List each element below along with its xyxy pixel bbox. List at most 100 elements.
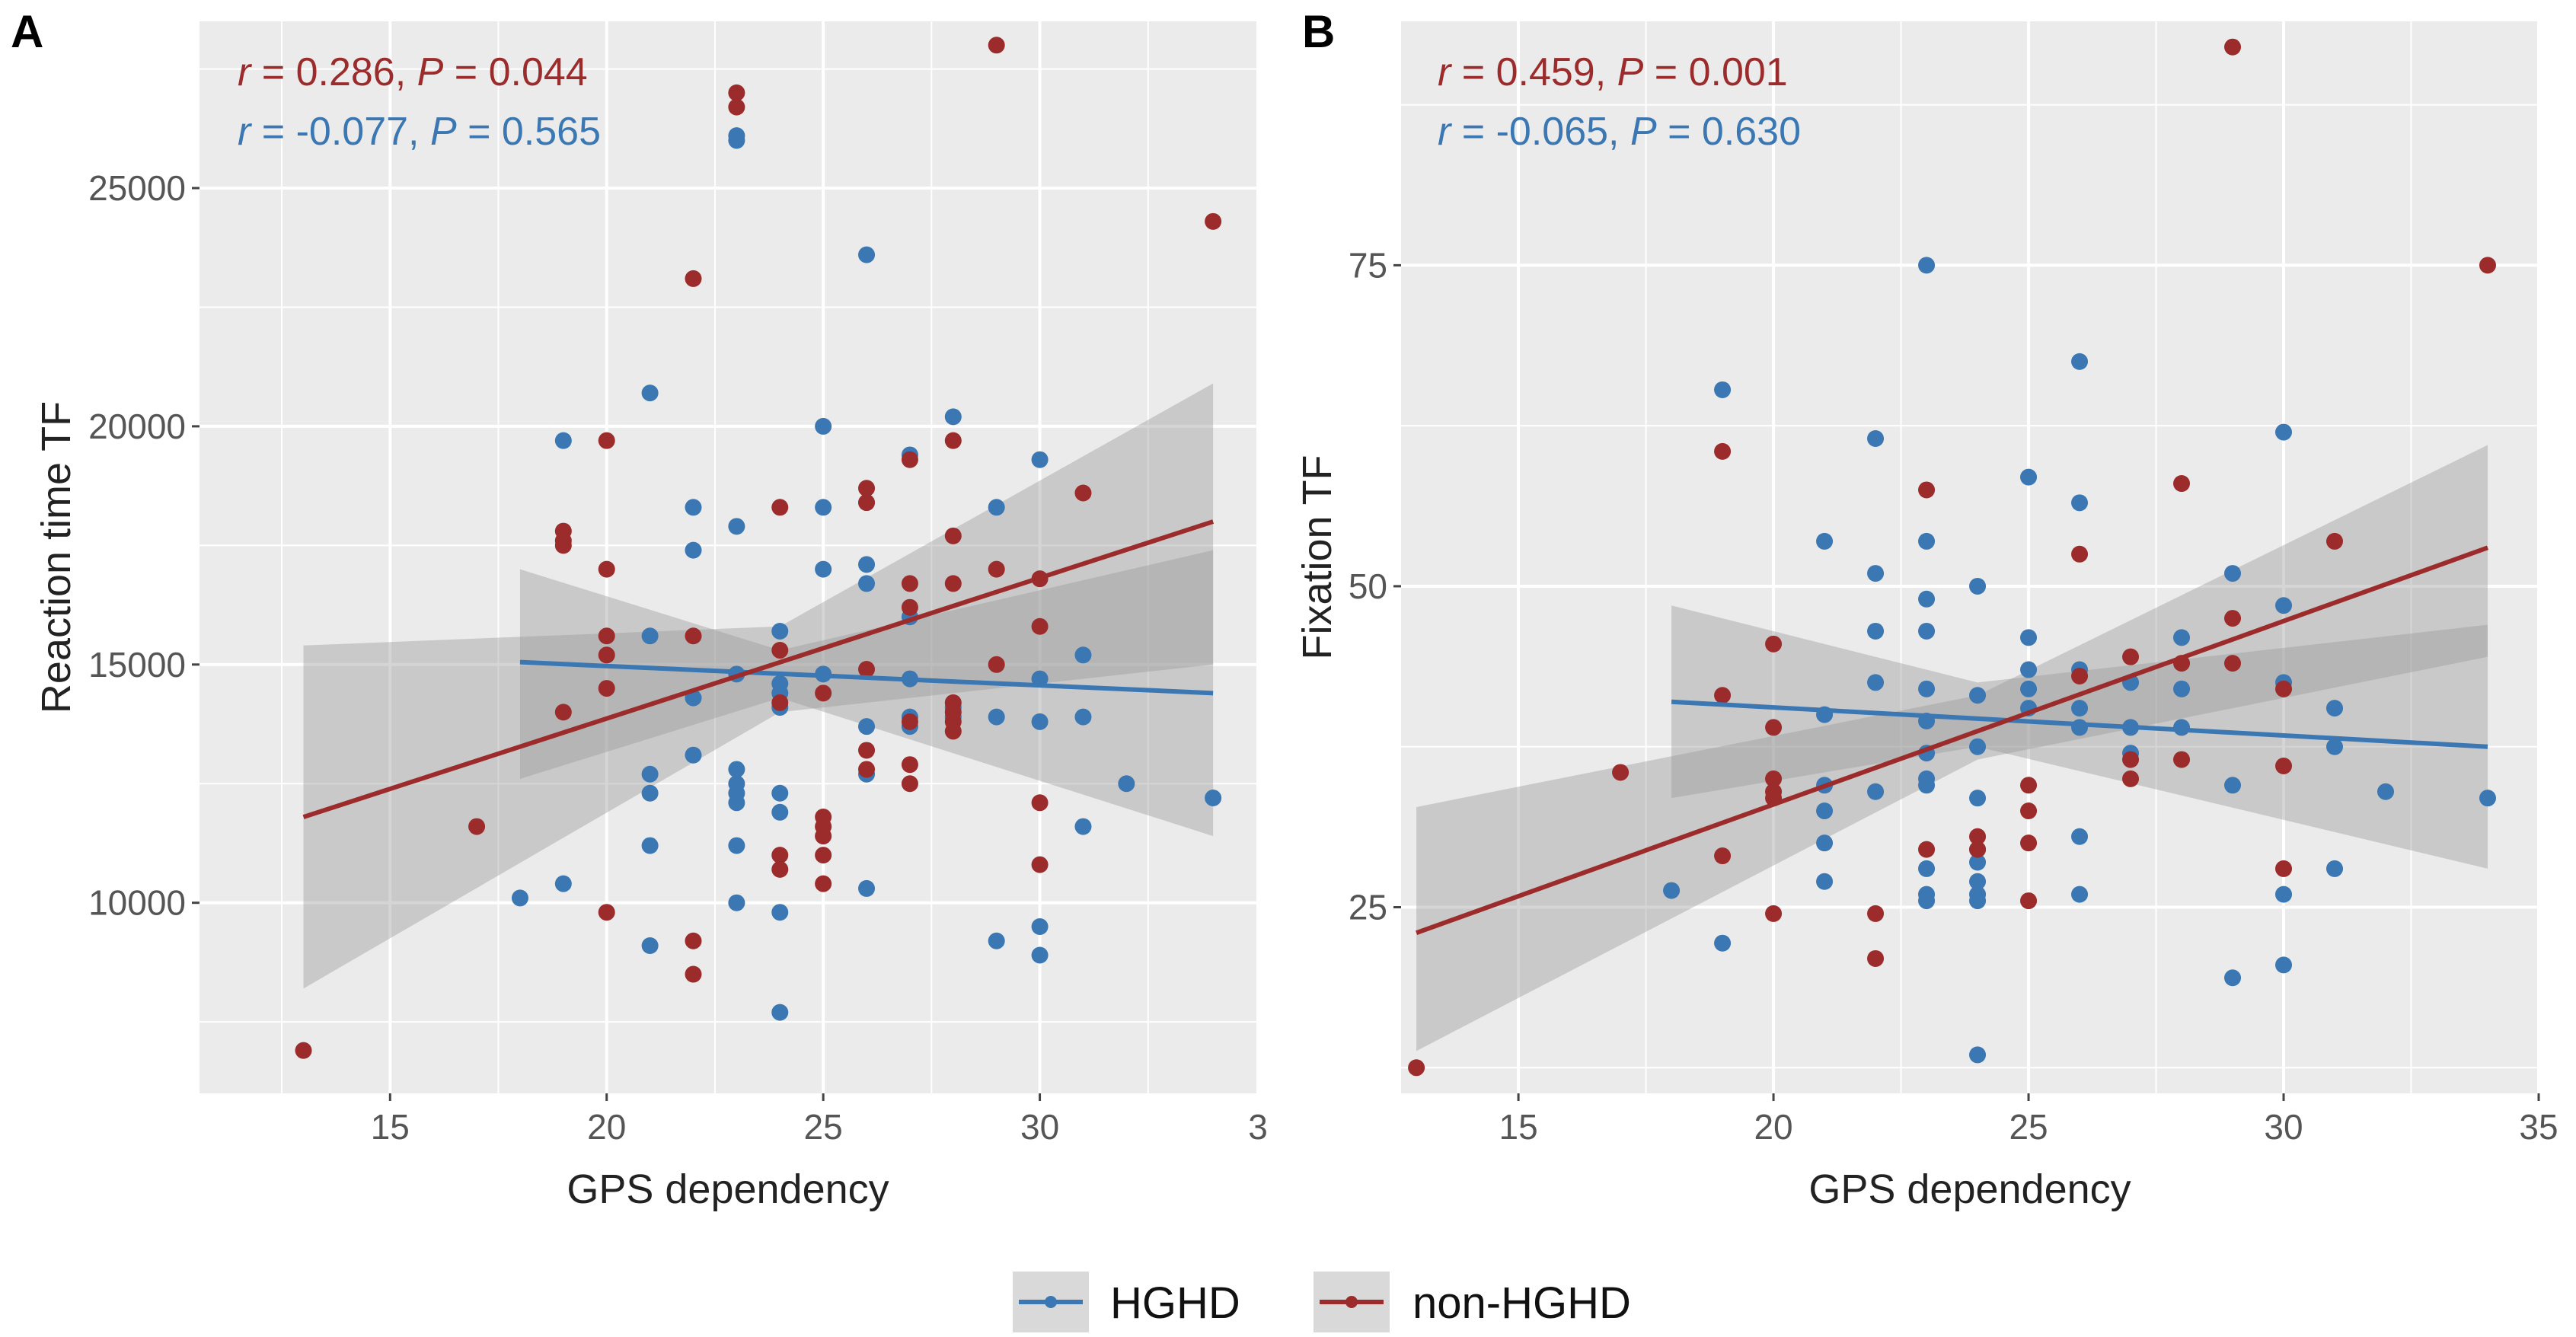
point-non-hghd	[2275, 680, 2293, 697]
point-hghd	[728, 518, 745, 535]
point-non-hghd	[728, 84, 745, 101]
stat-r-value: = 0.459,	[1451, 50, 1617, 94]
point-non-hghd	[1031, 856, 1049, 873]
point-hghd	[988, 708, 1005, 726]
x-tick-label: 15	[1499, 1107, 1538, 1147]
confidence-band-non-hghd	[1416, 445, 2488, 1051]
point-non-hghd	[858, 480, 876, 497]
point-non-hghd	[1918, 481, 1936, 499]
point-non-hghd	[771, 642, 789, 659]
point-non-hghd	[685, 932, 702, 949]
point-hghd	[2275, 423, 2293, 441]
point-non-hghd	[858, 761, 876, 778]
point-hghd	[858, 246, 876, 263]
point-non-hghd	[901, 756, 918, 774]
point-hghd	[858, 556, 876, 573]
point-hghd	[641, 627, 659, 645]
panel-b-fit-lines	[1416, 545, 2489, 936]
panel-b-plot-area	[1401, 21, 2539, 1093]
point-non-hghd	[858, 661, 876, 678]
y-tick-label: 50	[1349, 566, 1387, 606]
stat-p-symbol: P	[417, 50, 444, 94]
x-tick-label: 20	[1754, 1107, 1792, 1147]
point-hghd	[728, 894, 745, 911]
legend-label-hghd: HGHD	[1110, 1278, 1240, 1328]
point-hghd	[2224, 969, 2242, 987]
legend-label-non-hghd: non-HGHD	[1412, 1278, 1631, 1328]
point-hghd	[728, 132, 745, 149]
point-non-hghd	[858, 742, 876, 759]
panel-a-fit-lines	[302, 519, 1215, 819]
y-tick-label: 15000	[88, 645, 186, 684]
point-hghd	[2326, 738, 2344, 755]
point-non-hghd	[2275, 758, 2293, 775]
point-hghd	[1969, 892, 1987, 910]
point-non-hghd	[2224, 610, 2242, 627]
point-non-hghd	[815, 828, 832, 845]
panel-a-tag: A	[11, 6, 43, 57]
stat-p-symbol: P	[1617, 50, 1644, 94]
point-hghd	[1205, 790, 1222, 807]
point-hghd	[815, 417, 832, 435]
point-hghd	[2224, 777, 2242, 794]
point-hghd	[1918, 892, 1936, 910]
point-hghd	[1816, 873, 1834, 890]
point-hghd	[1074, 708, 1092, 726]
legend-dot-non-hghd	[1345, 1296, 1358, 1308]
point-non-hghd	[944, 527, 962, 544]
point-hghd	[2275, 597, 2293, 614]
point-non-hghd	[2020, 777, 2038, 794]
panel-a-stat-non-hghd: r = 0.286, P = 0.044	[238, 50, 588, 94]
point-hghd	[1118, 775, 1135, 793]
stat-p-symbol: P	[430, 110, 457, 154]
panel-a-points	[295, 37, 1222, 1059]
stat-r-symbol: r	[238, 50, 253, 94]
point-non-hghd	[815, 847, 832, 864]
point-non-hghd	[685, 627, 702, 645]
point-hghd	[641, 837, 659, 854]
point-non-hghd	[1408, 1059, 1425, 1077]
point-non-hghd	[1765, 770, 1783, 787]
point-hghd	[2071, 719, 2089, 736]
panel-b-stat-hghd: r = -0.065, P = 0.630	[1438, 110, 1801, 154]
x-tick-label: 30	[2264, 1107, 2303, 1147]
x-tick-label: 35	[2519, 1107, 2558, 1147]
point-non-hghd	[2224, 655, 2242, 672]
point-hghd	[641, 784, 659, 802]
point-hghd	[815, 499, 832, 516]
point-non-hghd	[2071, 545, 2089, 563]
confidence-band-hghd	[1671, 605, 2488, 869]
point-non-hghd	[295, 1042, 312, 1059]
stat-r-value: = -0.077,	[251, 110, 430, 154]
point-hghd	[771, 622, 789, 640]
point-hghd	[1867, 622, 1885, 640]
point-hghd	[1918, 590, 1936, 608]
point-non-hghd	[2071, 667, 2089, 684]
point-hghd	[1867, 783, 1885, 800]
point-hghd	[2173, 680, 2191, 697]
point-non-hghd	[901, 575, 918, 592]
point-non-hghd	[1867, 905, 1885, 922]
point-non-hghd	[988, 37, 1005, 54]
point-non-hghd	[901, 775, 918, 793]
panel-a: A 15 20 25 30 3 10000 15000 20000 25000 r = 0.28…	[11, 6, 1268, 1212]
panel-b-confidence-bands	[1416, 445, 2488, 1051]
point-non-hghd	[771, 847, 789, 864]
point-non-hghd	[554, 537, 572, 554]
point-hghd	[554, 432, 572, 449]
point-hghd	[1918, 532, 1936, 550]
point-hghd	[1031, 713, 1049, 730]
point-hghd	[1816, 803, 1834, 820]
panel-b-tag: B	[1302, 6, 1335, 57]
point-hghd	[1969, 577, 1987, 595]
point-non-hghd	[901, 598, 918, 616]
point-hghd	[2377, 783, 2395, 800]
stat-p-value: = 0.630	[1657, 110, 1801, 154]
point-non-hghd	[815, 875, 832, 892]
point-hghd	[1969, 738, 1987, 755]
point-hghd	[2071, 885, 2089, 903]
stat-p-symbol: P	[1630, 110, 1657, 154]
point-hghd	[641, 765, 659, 783]
x-tick-label-edge: 3	[1248, 1107, 1268, 1147]
